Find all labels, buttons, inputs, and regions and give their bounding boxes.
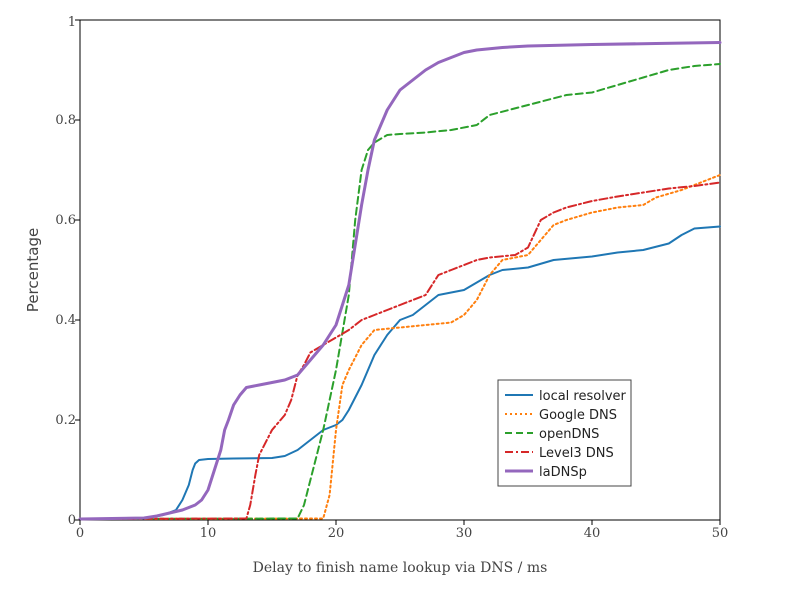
- plot-frame: [79, 19, 721, 521]
- x-tick-label: 0: [76, 526, 84, 541]
- legend-label: openDNS: [539, 427, 599, 442]
- legend-item: local resolver: [505, 389, 627, 404]
- legend-item: Google DNS: [505, 408, 617, 423]
- series-line-local-resolver: [79, 225, 721, 520]
- x-axis-title: Delay to finish name lookup via DNS / ms: [253, 560, 548, 576]
- series-line-google-dns: [79, 174, 721, 520]
- x-tick-label: 30: [456, 526, 473, 541]
- legend: local resolver Google DNS openDNS Level3 DN…: [497, 379, 632, 487]
- y-tick-label: 0: [68, 513, 76, 528]
- legend-label: Level3 DNS: [539, 446, 614, 461]
- legend-item: laDNSp: [505, 465, 587, 480]
- legend-label: local resolver: [539, 389, 627, 404]
- y-tick-label: 0.6: [55, 213, 76, 228]
- y-tick-label: 0.8: [55, 113, 76, 128]
- y-axis-title: Percentage: [24, 228, 42, 312]
- legend-label: laDNSp: [539, 465, 587, 480]
- series-line-opendns: [79, 63, 721, 520]
- legend-item: Level3 DNS: [505, 446, 614, 461]
- y-tick-label: 0.4: [55, 313, 76, 328]
- tick-layer: 0 10 20 30 40 50 0 0.2 0.4 0.6 0.8 1: [55, 15, 728, 541]
- series-line-level3-dns: [79, 181, 721, 520]
- legend-items: local resolver Google DNS openDNS Level3 DN…: [505, 389, 627, 480]
- legend-label: Google DNS: [539, 408, 617, 423]
- y-tick-label: 0.2: [55, 413, 76, 428]
- series-layer: [78, 41, 722, 521]
- legend-item: openDNS: [505, 427, 599, 442]
- x-tick-label: 10: [200, 526, 217, 541]
- y-tick-label: 1: [68, 15, 76, 30]
- x-tick-label: 20: [328, 526, 345, 541]
- series-line-ladnsp: [78, 41, 722, 521]
- x-tick-label: 50: [712, 526, 729, 541]
- x-tick-label: 40: [584, 526, 601, 541]
